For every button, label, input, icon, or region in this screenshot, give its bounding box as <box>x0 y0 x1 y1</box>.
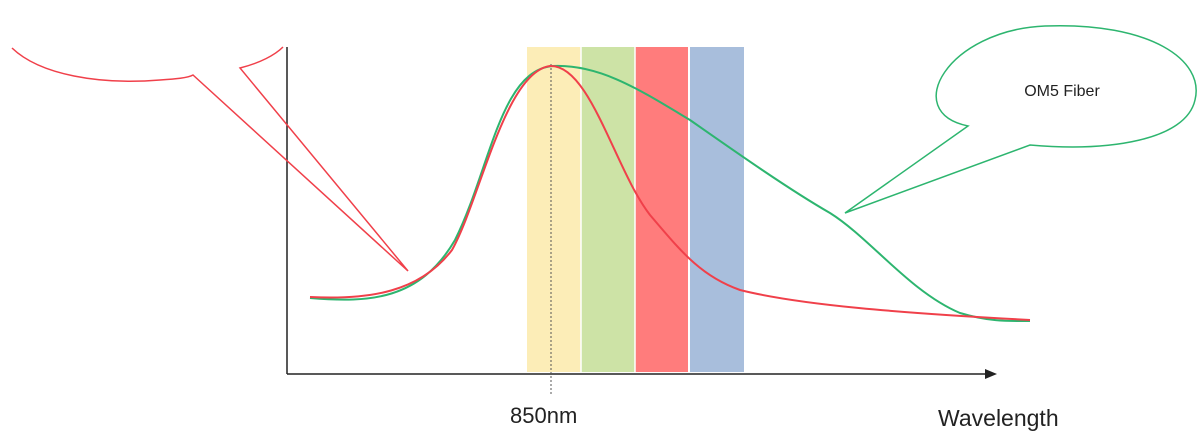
om5-fiber-callout: OM5 Fiber <box>844 24 1197 214</box>
850nm-label: 850nm <box>510 403 577 428</box>
red-callout <box>11 46 409 272</box>
band-red <box>635 47 688 372</box>
green-bandwidth-curve <box>309 64 1031 323</box>
band-yellow <box>527 47 581 372</box>
band-green <box>581 47 635 372</box>
axes <box>286 47 997 379</box>
x-axis-label: Wavelength <box>938 405 1059 431</box>
om5-callout-label: OM5 Fiber <box>1024 83 1100 100</box>
band-blue <box>690 47 744 372</box>
om5-callout-bubble <box>844 24 1197 214</box>
red-bandwidth-curve <box>309 64 1031 321</box>
red-callout-bubble <box>11 46 409 272</box>
x-axis-arrowhead <box>985 369 997 379</box>
wavelength-bands <box>527 47 744 372</box>
